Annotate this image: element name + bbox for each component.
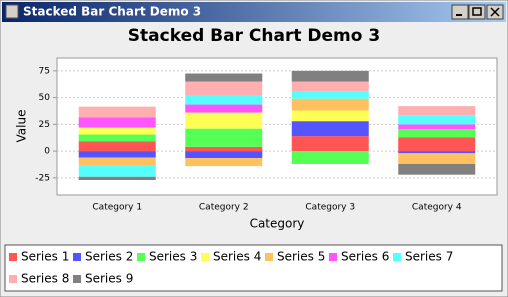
bar-segment (291, 121, 369, 137)
bar-segment (185, 73, 263, 82)
bar-segment (398, 153, 476, 164)
bar-segment (185, 95, 263, 105)
title-bar (2, 2, 506, 22)
close-icon (490, 7, 500, 17)
bar-segment (398, 115, 476, 125)
bar-segment (291, 151, 369, 164)
bar-segment (185, 146, 263, 152)
bar-segment (291, 136, 369, 152)
bar-segment (185, 104, 263, 113)
window-title: Stacked Bar Chart Demo 3 (23, 5, 201, 19)
y-axis-label: Value (15, 110, 29, 143)
legend-swatch (393, 253, 401, 261)
bar-segment (291, 91, 369, 99)
x-tick-label: Category 4 (412, 203, 462, 213)
bar-segment (398, 106, 476, 116)
legend-label: Series 1 (21, 250, 69, 264)
legend-swatch (265, 253, 273, 261)
legend-swatch (73, 253, 81, 261)
app-icon (5, 4, 19, 19)
bar-segment (78, 127, 156, 135)
legend-label: Series 4 (213, 250, 261, 264)
bar-segment (78, 117, 156, 128)
minimize-button[interactable] (451, 4, 469, 20)
legend-swatch (137, 253, 145, 261)
y-tick-label: 0 (44, 147, 50, 157)
bar-segment (78, 106, 156, 118)
legend (4, 244, 503, 292)
bar-segment (78, 134, 156, 142)
y-tick-label: 50 (39, 93, 51, 103)
bar-segment (185, 158, 263, 167)
bar-segment (78, 157, 156, 166)
legend-label: Series 6 (341, 250, 389, 264)
bar-segment (78, 176, 156, 181)
y-tick-label: 25 (39, 120, 50, 130)
y-tick-label: 75 (39, 66, 50, 76)
legend-label: Series 9 (85, 272, 133, 286)
bar-segment (291, 70, 369, 82)
bar-segment (78, 141, 156, 152)
legend-swatch (201, 253, 209, 261)
bar-segment (185, 81, 263, 96)
maximize-icon (472, 7, 482, 16)
bar-segment (398, 163, 476, 175)
bar-segment (291, 110, 369, 122)
legend-swatch (9, 275, 17, 283)
x-tick-label: Category 2 (199, 203, 249, 213)
bar-segment (398, 137, 476, 152)
legend-label: Series 8 (21, 272, 69, 286)
legend-swatch (9, 253, 17, 261)
y-tick-label: -25 (35, 173, 50, 183)
bar-segment (78, 151, 156, 158)
legend-label: Series 7 (405, 250, 453, 264)
bar-segment (185, 112, 263, 129)
bar-segment (291, 81, 369, 92)
bar-segment (78, 165, 156, 177)
legend-label: Series 5 (277, 250, 325, 264)
x-tick-label: Category 3 (305, 203, 355, 213)
maximize-button[interactable] (468, 4, 486, 20)
legend-label: Series 3 (149, 250, 197, 264)
bar-segment (185, 128, 263, 147)
bar-segment (185, 151, 263, 159)
x-axis-label: Category (250, 217, 305, 231)
bar-segment (398, 124, 476, 130)
legend-label: Series 2 (85, 250, 133, 264)
bar-segment (398, 151, 476, 154)
legend-swatch (73, 275, 81, 283)
window-buttons[interactable] (451, 4, 504, 20)
chart-title: Stacked Bar Chart Demo 3 (128, 26, 380, 46)
bar-segment (398, 129, 476, 138)
x-tick-label: Category 1 (92, 203, 142, 213)
legend-swatch (329, 253, 337, 261)
bar-segment (291, 98, 369, 111)
